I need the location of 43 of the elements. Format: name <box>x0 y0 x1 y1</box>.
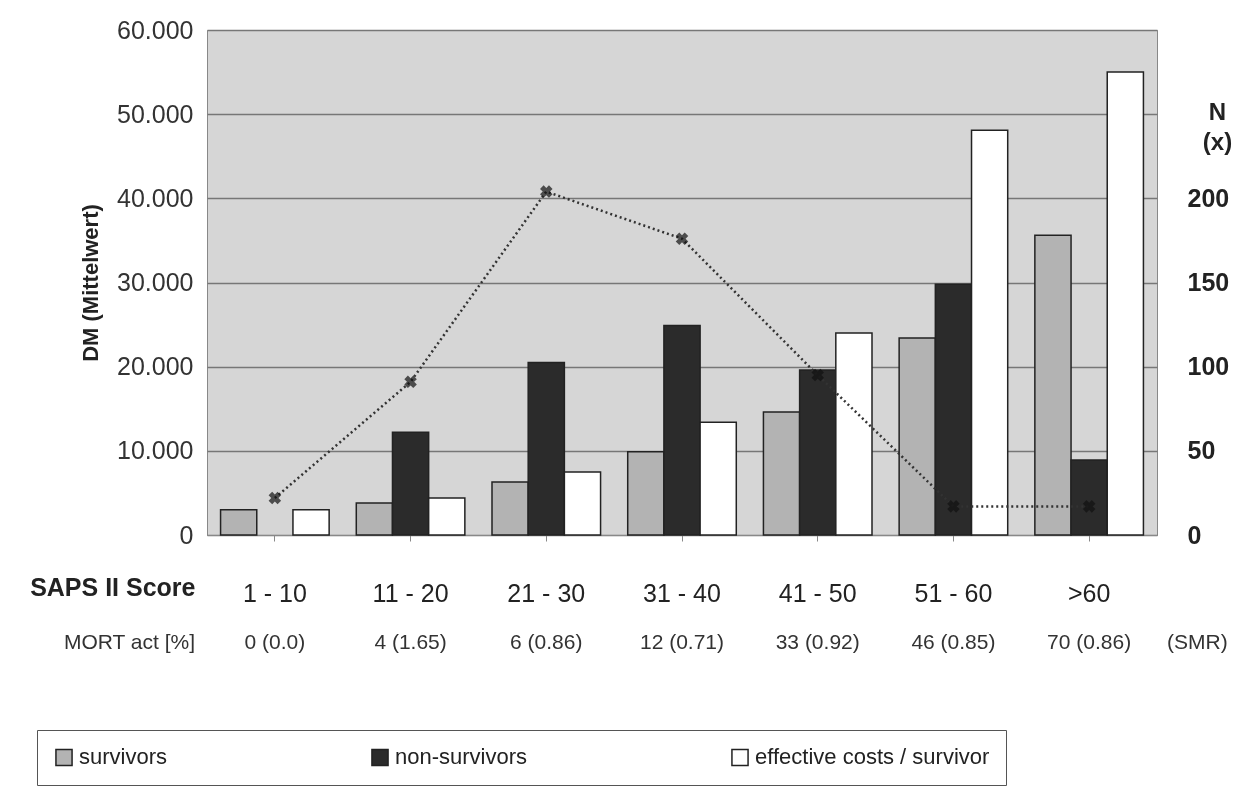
legend-label: non-survivors <box>395 744 528 770</box>
y2-tick-label: 0 <box>1187 520 1202 549</box>
y-tick-label: 40.000 <box>117 183 194 212</box>
text: 70 (0.86) <box>1047 630 1132 653</box>
point <box>540 185 553 198</box>
y2-tick-label: 200 <box>1187 183 1230 212</box>
text: 0 (0.0) <box>244 630 306 653</box>
legend-label: survivors <box>79 744 168 770</box>
y-axis-title: DM (Mittelwert) <box>78 204 104 362</box>
y2-axis-title: N (x) <box>1202 97 1233 155</box>
x-axis-title: SAPS II Score <box>30 572 196 601</box>
text: 6 (0.86) <box>510 630 583 653</box>
y-tick-label: 10.000 <box>117 436 194 465</box>
text: MORT act [%] <box>63 630 195 653</box>
y-tick-label: 20.000 <box>117 352 194 381</box>
y2-tick-label: 50 <box>1187 436 1216 465</box>
point <box>404 375 417 389</box>
y-tick-label: 50.000 <box>117 99 194 128</box>
x-tick-label: 51 - 60 <box>914 578 993 607</box>
text: 4 (1.65) <box>374 630 447 653</box>
point <box>268 491 282 505</box>
x-tick-label: 11 - 20 <box>372 578 449 607</box>
y-tick-label: 0 <box>179 520 194 549</box>
bar <box>219 509 258 536</box>
y2-tick-label: 100 <box>1187 352 1230 381</box>
x-tick-label: 1 - 10 <box>242 578 307 607</box>
x-tick-label: >60 <box>1067 578 1111 607</box>
point <box>675 232 689 245</box>
x-tick-label: 31 - 40 <box>643 578 721 607</box>
point <box>1082 500 1096 513</box>
y-tick-label: 60.000 <box>117 15 194 44</box>
x-tick-label: 21 - 30 <box>507 578 586 607</box>
text: 12 (0.71) <box>639 630 725 653</box>
text: (SMR) <box>1167 630 1228 653</box>
y-tick-label: 30.000 <box>117 268 194 296</box>
point <box>947 500 960 513</box>
bar <box>292 509 330 536</box>
text: 33 (0.92) <box>775 630 860 653</box>
text: 46 (0.85) <box>911 630 996 653</box>
x-tick-label: 41 - 50 <box>778 578 857 607</box>
y2-tick-label: 150 <box>1187 268 1230 296</box>
legend-label: effective costs / survivor <box>755 744 990 770</box>
point <box>811 368 824 382</box>
